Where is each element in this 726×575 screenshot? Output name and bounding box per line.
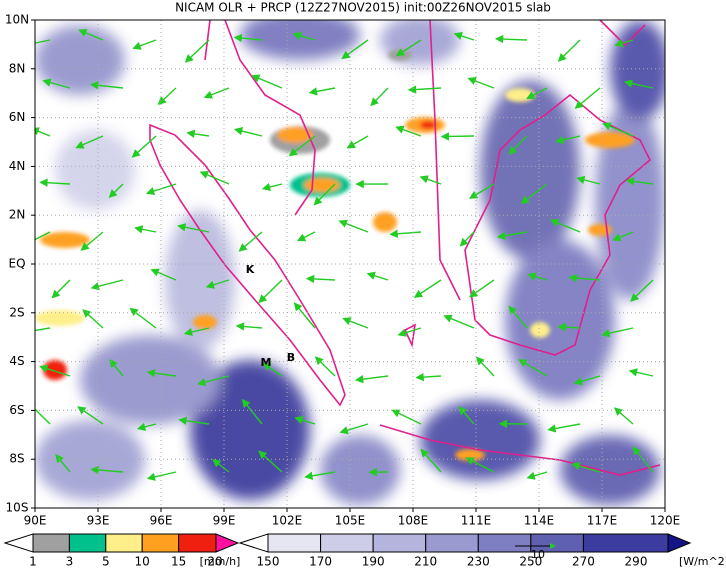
lat-label: 10N bbox=[5, 13, 29, 27]
lat-label: 6N bbox=[9, 110, 26, 124]
place-label: K bbox=[246, 263, 255, 276]
colorbar-swatch bbox=[142, 534, 178, 552]
colorbar-label: 10 bbox=[135, 555, 150, 569]
lon-label: 114E bbox=[524, 514, 555, 528]
colorbar-swatch bbox=[5, 534, 33, 552]
lon-label: 111E bbox=[461, 514, 492, 528]
lat-label: 8S bbox=[9, 452, 24, 466]
colorbar-label: 150 bbox=[257, 555, 280, 569]
lat-label: 2S bbox=[9, 305, 24, 319]
lat-label: 6S bbox=[9, 403, 24, 417]
colorbar-label: 290 bbox=[625, 555, 648, 569]
colorbar-swatch bbox=[321, 534, 374, 552]
colorbar-swatch bbox=[216, 534, 238, 552]
lon-label: 105E bbox=[335, 514, 366, 528]
lon-label: 120E bbox=[650, 514, 681, 528]
lon-label: 90E bbox=[24, 514, 47, 528]
colorbar-swatch bbox=[478, 534, 531, 552]
colorbar-label: 1 bbox=[29, 555, 37, 569]
lat-label: 4N bbox=[9, 159, 26, 173]
lon-label: 93E bbox=[87, 514, 110, 528]
colorbar-swatch bbox=[583, 534, 668, 552]
lon-label: 96E bbox=[150, 514, 173, 528]
colorbar-swatch bbox=[240, 534, 268, 552]
colorbar-label: 15 bbox=[171, 555, 186, 569]
colorbar-swatch bbox=[373, 534, 426, 552]
lat-label: 10S bbox=[6, 501, 29, 515]
colorbar-unit: [W/m^2] bbox=[679, 555, 726, 568]
colorbar-swatch bbox=[33, 534, 69, 552]
lat-label: 8N bbox=[9, 61, 26, 75]
lon-label: 108E bbox=[398, 514, 429, 528]
place-label: M bbox=[261, 356, 272, 369]
lon-label: 117E bbox=[587, 514, 618, 528]
colorbar-swatch bbox=[268, 534, 321, 552]
lat-label: 2N bbox=[9, 208, 26, 222]
colorbar-label: 230 bbox=[467, 555, 490, 569]
colorbar-unit: [mm/h] bbox=[200, 555, 241, 568]
colorbar-label: 210 bbox=[414, 555, 437, 569]
colorbar-label: 190 bbox=[362, 555, 385, 569]
colorbar-label: 3 bbox=[66, 555, 74, 569]
lat-label: 4S bbox=[9, 354, 24, 368]
colorbar-swatch bbox=[179, 534, 216, 552]
map-title: NICAM OLR + PRCP (12Z27NOV2015) init:00Z… bbox=[175, 1, 551, 15]
map-area bbox=[19, 10, 670, 508]
colorbar-swatch bbox=[668, 534, 690, 552]
colorbar-swatch bbox=[426, 534, 479, 552]
lat-label: EQ bbox=[8, 257, 25, 271]
vector-reference-label: 10 bbox=[531, 548, 545, 561]
place-label: B bbox=[287, 351, 295, 364]
colorbar-label: 5 bbox=[102, 555, 110, 569]
colorbar-label: 170 bbox=[309, 555, 332, 569]
colorbar-label: 270 bbox=[572, 555, 595, 569]
lon-label: 99E bbox=[213, 514, 236, 528]
colorbar-swatch bbox=[106, 534, 142, 552]
wind-arrow bbox=[442, 136, 474, 137]
colorbar-swatch bbox=[69, 534, 105, 552]
lon-label: 102E bbox=[272, 514, 303, 528]
